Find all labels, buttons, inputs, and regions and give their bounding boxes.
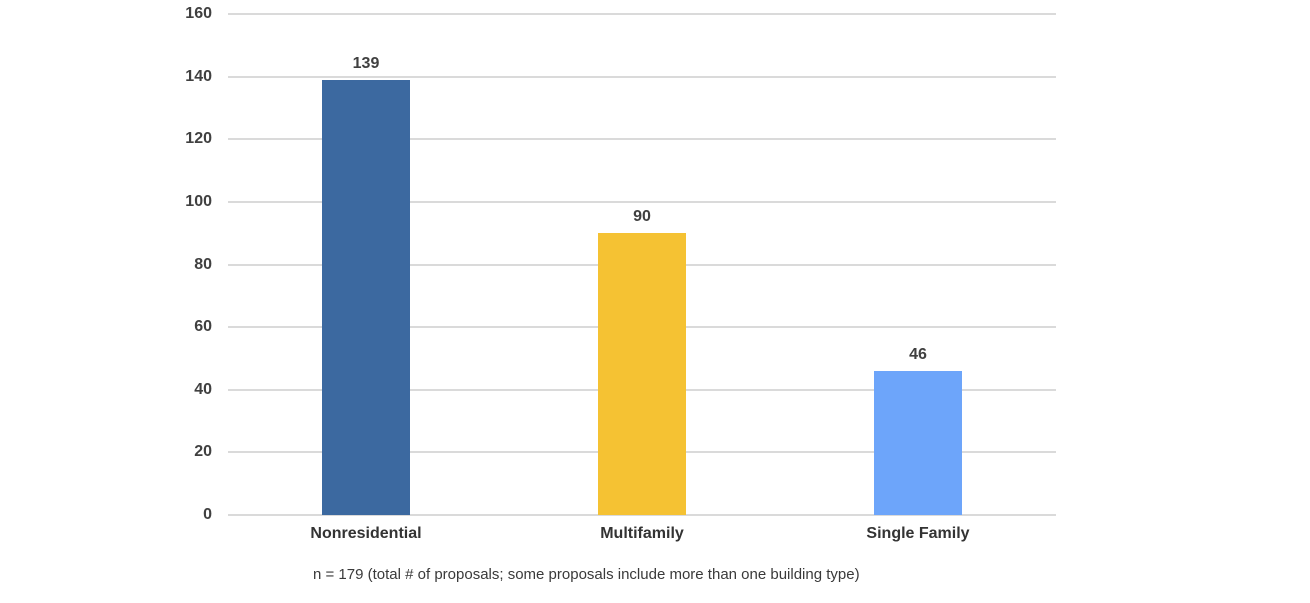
plot-area: 139 90 46: [228, 13, 1056, 516]
y-tick-label-40: 40: [194, 380, 212, 398]
y-tick-label-100: 100: [185, 192, 212, 210]
y-tick-label-0: 0: [203, 506, 212, 523]
y-tick-label-20: 20: [194, 443, 212, 461]
y-tick-label-120: 120: [185, 130, 212, 148]
y-tick-label-60: 60: [194, 318, 212, 336]
bar-slot-single-family: 46: [780, 14, 1056, 515]
y-tick-label-140: 140: [185, 67, 212, 85]
bar-slot-nonresidential: 139: [228, 14, 504, 515]
gridline-0: [228, 514, 1056, 516]
x-tick-label-multifamily: Multifamily: [600, 525, 684, 542]
bar-single-family: [874, 370, 962, 515]
bar-multifamily: [598, 233, 686, 515]
bar-value-label-multifamily: 90: [633, 208, 651, 226]
y-tick-label-160: 160: [185, 5, 212, 22]
x-tick-label-single-family: Single Family: [866, 525, 970, 542]
gridline-160: [228, 13, 1056, 15]
gridline-120: [228, 138, 1056, 141]
chart-caption: n = 179 (total # of proposals; some prop…: [313, 566, 860, 583]
bar-value-label-single-family: 46: [909, 345, 927, 363]
x-axis: Nonresidential Multifamily Single Family: [228, 525, 1056, 549]
gridline-140: [228, 75, 1056, 78]
bar-nonresidential: [322, 79, 410, 515]
gridline-100: [228, 200, 1056, 203]
bar-slot-multifamily: 90: [504, 14, 780, 515]
bar-value-label-nonresidential: 139: [352, 54, 380, 72]
y-tick-label-80: 80: [194, 255, 212, 273]
x-tick-label-nonresidential: Nonresidential: [310, 525, 422, 542]
